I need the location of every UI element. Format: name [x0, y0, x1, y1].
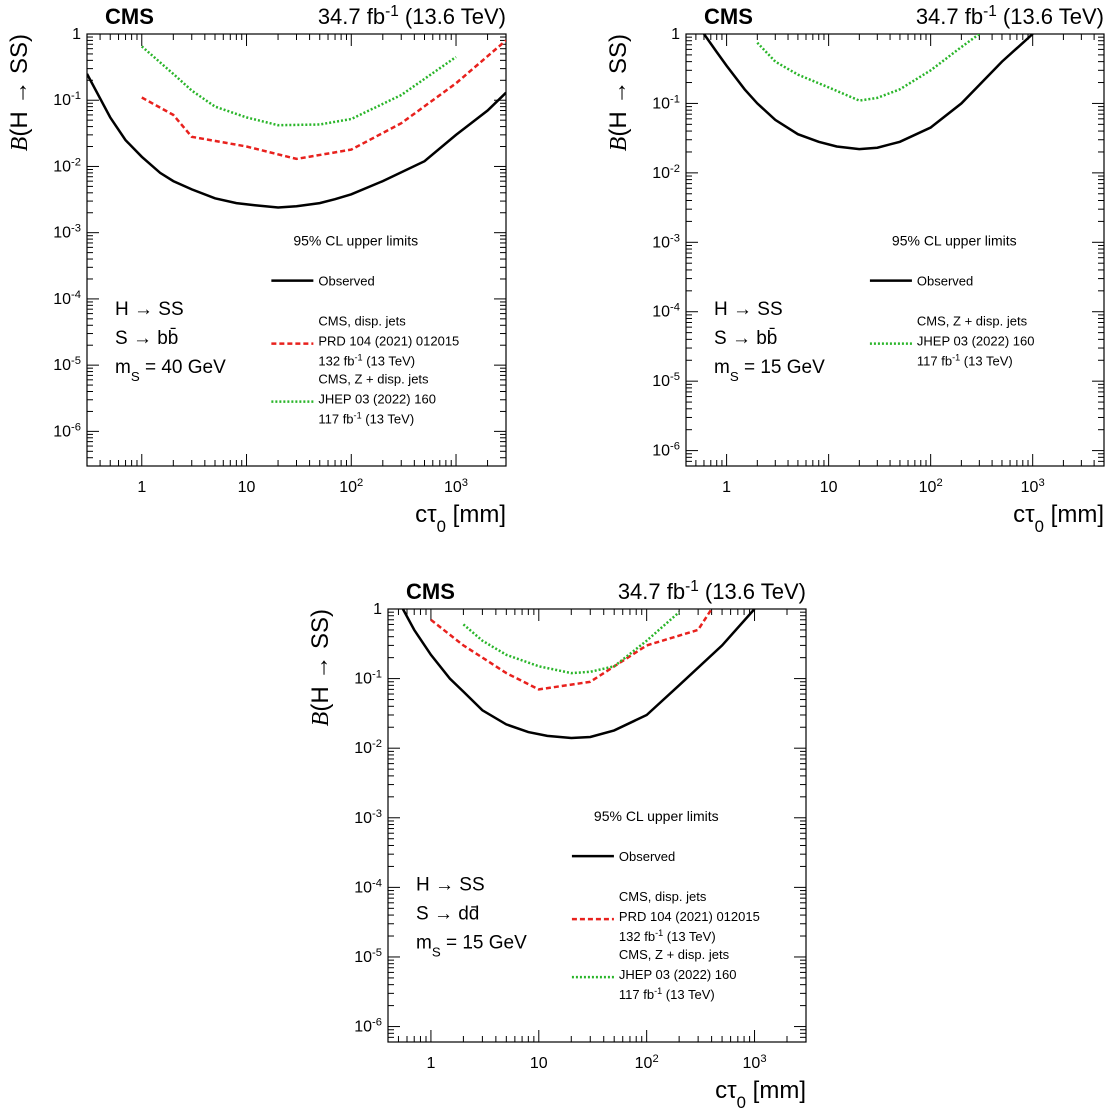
legend-entry-label: CMS, Z + disp. jets: [619, 947, 730, 962]
cms-label: CMS: [406, 579, 455, 604]
y-tick-label: 10-4: [354, 877, 382, 896]
legend-entry-label: CMS, disp. jets: [619, 889, 707, 904]
cms-label: CMS: [704, 4, 753, 29]
series-line: [142, 46, 456, 125]
chart-panel-2: 1 10 102 103 10-6 10-5 10-4 10-3 10-2 10-1 1 cτ0 [m…: [605, 3, 1104, 536]
x-tick-label: 103: [1021, 477, 1045, 496]
x-tick-label: 1: [426, 1055, 435, 1072]
legend-entry-label: 132 fb-1 (13 TeV): [619, 928, 716, 944]
lumi-label: 34.7 fb-1 (13.6 TeV): [916, 3, 1104, 30]
y-tick-label: 10-1: [652, 93, 680, 112]
x-tick-label: 10: [820, 479, 838, 496]
y-axis-label: B(H → SS): [605, 34, 632, 151]
legend-entry-label: PRD 104 (2021) 012015: [318, 334, 459, 349]
legend-title: 95% CL upper limits: [293, 233, 418, 249]
x-tick-label: 102: [339, 477, 363, 496]
y-axis-label: B(H → SS): [6, 34, 33, 151]
legend-entry-label: CMS, Z + disp. jets: [917, 314, 1028, 329]
y-tick-label: 1: [373, 601, 382, 618]
y-tick-label: 10-3: [53, 223, 81, 242]
y-tick-label: 10-3: [354, 808, 382, 827]
legend-entry-label: 117 fb-1 (13 TeV): [619, 986, 715, 1002]
y-tick-label: 10-2: [354, 738, 382, 757]
y-tick-label: 1: [72, 26, 81, 43]
series-line: [704, 34, 1033, 149]
cms-label: CMS: [105, 4, 154, 29]
process-label: H → SS: [115, 299, 184, 320]
legend-entry-label: 132 fb-1 (13 TeV): [318, 353, 415, 369]
legend-entry-label: CMS, Z + disp. jets: [318, 372, 429, 387]
x-axis-label: cτ0 [mm]: [715, 1077, 806, 1112]
process-label: S → bb̄: [115, 328, 178, 349]
process-label: H → SS: [416, 874, 485, 895]
legend-entry-label: JHEP 03 (2022) 160: [619, 967, 737, 982]
y-tick-label: 10-4: [53, 289, 81, 308]
series-line: [757, 34, 979, 101]
y-tick-label: 10-2: [53, 156, 81, 175]
lumi-label: 34.7 fb-1 (13.6 TeV): [618, 578, 806, 605]
x-axis-label: cτ0 [mm]: [415, 501, 506, 536]
series-line: [403, 609, 755, 738]
lumi-label: 34.7 fb-1 (13.6 TeV): [318, 3, 506, 30]
x-tick-label: 102: [635, 1053, 659, 1072]
legend-entry-label: JHEP 03 (2022) 160: [917, 334, 1035, 349]
legend-entry-label: CMS, disp. jets: [318, 314, 406, 329]
legend-entry-label: 117 fb-1 (13 TeV): [917, 353, 1013, 369]
series-group: [704, 34, 1033, 149]
legend-entry-label: Observed: [619, 849, 675, 864]
chart-panel-3: 1 10 102 103 10-6 10-5 10-4 10-3 10-2 10-1 1 cτ0 [m…: [307, 578, 806, 1112]
y-tick-label: 10-1: [354, 669, 382, 688]
x-tick-label: 1: [722, 479, 731, 496]
legend-title: 95% CL upper limits: [594, 808, 719, 824]
x-tick-label: 103: [743, 1053, 767, 1072]
series-line: [87, 74, 506, 208]
y-tick-label: 10-6: [652, 441, 680, 460]
y-axis-label: B(H → SS): [307, 609, 334, 726]
series-line: [142, 40, 506, 158]
y-tick-label: 10-3: [652, 232, 680, 251]
y-tick-label: 10-5: [53, 355, 81, 374]
series-line: [463, 612, 679, 673]
y-tick-label: 10-2: [652, 163, 680, 182]
legend-entry-label: Observed: [318, 274, 374, 289]
legend-entry-label: Observed: [917, 274, 973, 289]
series-group: [403, 609, 755, 738]
y-tick-label: 10-1: [53, 90, 81, 109]
y-tick-label: 10-6: [53, 421, 81, 440]
x-axis-label: cτ0 [mm]: [1013, 501, 1104, 536]
process-label: S → bb̄: [714, 328, 777, 349]
x-tick-label: 10: [238, 479, 256, 496]
x-tick-label: 103: [444, 477, 468, 496]
legend-entry-label: JHEP 03 (2022) 160: [318, 392, 436, 407]
legend-entry-label: PRD 104 (2021) 012015: [619, 909, 760, 924]
y-tick-label: 10-4: [652, 302, 680, 321]
chart-panel-1: 1 10 102 103 10-6 10-5 10-4 10-3 10-2 10-1 1 cτ0 [m…: [6, 3, 506, 536]
process-label: mS = 40 GeV: [115, 357, 226, 384]
y-tick-label: 1: [671, 26, 680, 43]
y-tick-label: 10-5: [652, 371, 680, 390]
x-tick-label: 102: [919, 477, 943, 496]
legend-title: 95% CL upper limits: [892, 233, 1017, 249]
series-group: [87, 40, 506, 207]
y-tick-label: 10-5: [354, 947, 382, 966]
process-label: H → SS: [714, 299, 783, 320]
series-line: [431, 609, 712, 689]
process-label: S → dd̄: [416, 903, 479, 924]
process-label: mS = 15 GeV: [714, 357, 825, 384]
legend-entry-label: 117 fb-1 (13 TeV): [318, 411, 414, 427]
x-tick-label: 1: [137, 479, 146, 496]
y-tick-label: 10-6: [354, 1017, 382, 1036]
x-tick-label: 10: [530, 1055, 548, 1072]
plot-frame: [686, 34, 1104, 466]
process-label: mS = 15 GeV: [416, 932, 527, 959]
